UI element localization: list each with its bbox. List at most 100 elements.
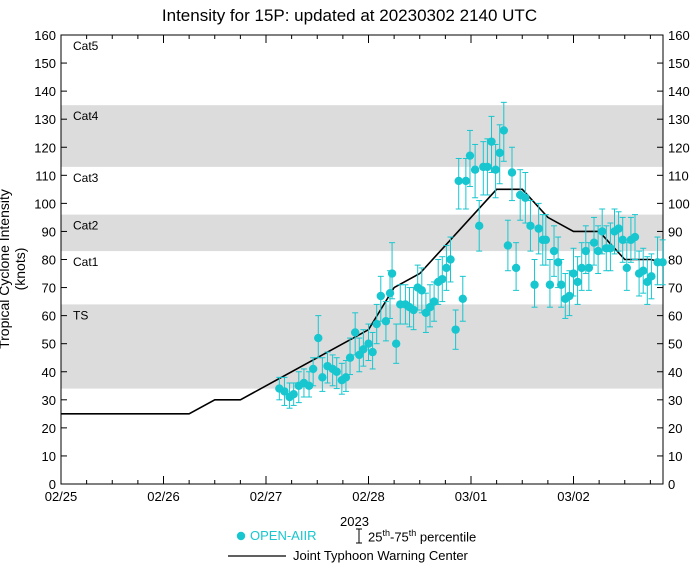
open-aiir-point [364, 339, 373, 348]
y-ticks: 0 0 10 10 20 20 30 30 40 40 50 50 60 60 70 70 80 80 90 90 10… [34, 28, 689, 492]
y-tick-label-left: 40 [42, 365, 56, 380]
y-tick-label-left: 80 [42, 253, 56, 268]
category-bands: TS Cat1 Cat2 Cat3 Cat4 Cat5 [61, 39, 663, 389]
open-aiir-point [442, 263, 451, 273]
y-tick-label-left: 60 [42, 309, 56, 324]
x-tick-label: 02/25 [45, 489, 78, 504]
x-axis-label: 2023 [340, 514, 369, 529]
open-aiir-point [581, 246, 590, 256]
open-aiir-point [345, 353, 355, 362]
band-cat2 [61, 214, 663, 252]
open-aiir-point [658, 258, 667, 267]
open-aiir-point [332, 367, 341, 376]
open-aiir-point [458, 294, 467, 303]
y-tick-label-right: 110 [668, 168, 689, 183]
legend-percentile-th2: th [408, 528, 417, 538]
open-aiir-point [565, 291, 574, 301]
x-tick-label: 02/28 [352, 489, 385, 504]
open-aiir-point [598, 227, 607, 236]
y-tick-label-right: 140 [668, 84, 690, 99]
open-aiir-point [573, 277, 582, 287]
y-tick-label-right: 90 [668, 224, 682, 239]
y-tick-label-right: 160 [668, 28, 690, 43]
open-aiir-point [391, 339, 401, 348]
band-label-cat3: Cat3 [73, 171, 99, 185]
legend-percentile: 25th-75th percentile [368, 528, 476, 544]
open-aiir-point [451, 325, 460, 334]
open-aiir-point [521, 193, 530, 202]
open-aiir-point [557, 280, 566, 289]
open-aiir-point [372, 319, 381, 329]
open-aiir-point [507, 168, 517, 177]
legend-percentile-25: 25 [368, 529, 383, 545]
open-aiir-point [417, 286, 426, 295]
y-tick-label-left: 160 [34, 28, 56, 43]
open-aiir-point [308, 364, 318, 374]
open-aiir-point [622, 263, 631, 273]
open-aiir-point [429, 297, 439, 306]
chart-title: Intensity for 15P: updated at 20230302 2… [161, 6, 538, 25]
open-aiir-point [280, 387, 289, 396]
y-tick-label-left: 10 [42, 449, 56, 464]
y-tick-label-right: 130 [668, 112, 690, 127]
open-aiir-point [630, 232, 640, 242]
open-aiir-point [318, 373, 327, 382]
open-aiir-point [461, 176, 471, 186]
open-aiir-point [534, 224, 543, 233]
y-tick-label-right: 60 [668, 309, 682, 324]
legend-open-aiir: OPEN-AIIR [250, 528, 317, 543]
y-tick-label-left: 120 [34, 140, 56, 155]
open-aiir-point [483, 162, 492, 172]
x-tick-label: 02/26 [147, 489, 180, 504]
band-label-cat2: Cat2 [73, 219, 99, 233]
open-aiir-point [359, 345, 368, 354]
open-aiir-point [499, 126, 508, 135]
open-aiir-point [639, 266, 648, 275]
y-tick-label-left: 30 [42, 393, 56, 408]
open-aiir-point [475, 221, 484, 231]
band-label-cat1: Cat1 [73, 255, 99, 269]
open-aiir-point [350, 328, 360, 337]
open-aiir-point [553, 258, 563, 267]
open-aiir-point [606, 244, 615, 253]
open-aiir-point [409, 305, 418, 315]
open-aiir-point [495, 148, 504, 158]
y-tick-label-right: 80 [668, 253, 682, 268]
plot-frame [60, 34, 664, 485]
open-aiir-point [487, 137, 496, 146]
open-aiir-point [584, 263, 594, 273]
legend-dot [236, 531, 246, 541]
y-tick-label-left: 140 [34, 84, 56, 99]
open-aiir-series [275, 101, 667, 409]
open-aiir-point [614, 224, 623, 233]
y-tick-label-right: 70 [668, 281, 682, 296]
band-label-cat5: Cat5 [73, 39, 99, 53]
open-aiir-point [511, 263, 521, 273]
y-tick-label-left: 130 [34, 112, 56, 127]
y-tick-label-right: 120 [668, 140, 690, 155]
open-aiir-point [446, 255, 455, 264]
open-aiir-point [454, 176, 463, 186]
band-label-cat4: Cat4 [73, 109, 99, 123]
jtwc-line [61, 188, 665, 415]
y-tick-label-right: 0 [668, 477, 675, 492]
x-tick-label: 02/27 [250, 489, 283, 504]
y-tick-label-right: 10 [668, 449, 682, 464]
y-tick-label-left: 0 [49, 477, 56, 492]
open-aiir-point [385, 288, 395, 298]
y-tick-label-right: 50 [668, 337, 682, 352]
open-aiir-point [341, 373, 351, 382]
x-tick-label: 03/01 [455, 489, 488, 504]
y-tick-label-right: 100 [668, 196, 690, 211]
band-label-ts: TS [73, 308, 88, 322]
open-aiir-point [314, 333, 323, 343]
y-tick-label-left: 20 [42, 421, 56, 436]
open-aiir-point [589, 238, 599, 247]
open-aiir-point [577, 263, 586, 273]
band-cat4 [61, 105, 663, 167]
open-aiir-point [304, 381, 314, 390]
open-aiir-point [503, 241, 513, 250]
open-aiir-point [618, 235, 627, 245]
open-aiir-point [465, 151, 475, 160]
